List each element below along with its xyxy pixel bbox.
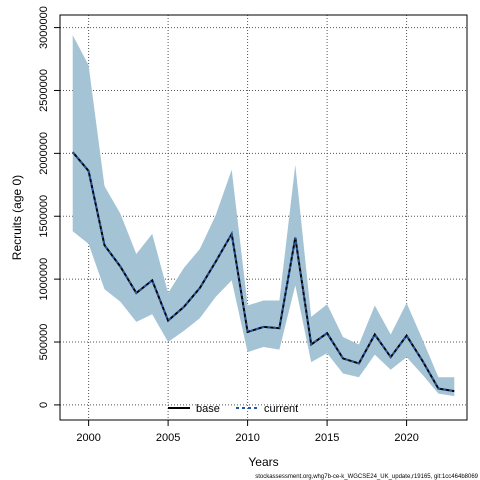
series-line-current xyxy=(71,151,455,393)
x-axis: 2000 2005 2010 2015 2020 xyxy=(76,420,419,444)
x-axis-title: Years xyxy=(248,455,278,469)
footer-source-text: stockassessment.org,whg7b-ce-k_WGCSE24_U… xyxy=(255,474,478,480)
y-tick-label: 0 xyxy=(38,402,50,408)
y-axis: 0 500000 1000000 1500000 2000000 2500000 30000… xyxy=(38,6,60,408)
legend-label-current: current xyxy=(264,403,298,415)
y-tick-label: 2500000 xyxy=(38,69,50,112)
x-tick-label: 2000 xyxy=(76,432,100,444)
x-tick-label: 2005 xyxy=(156,432,180,444)
x-tick-label: 2015 xyxy=(315,432,339,444)
y-axis-title: Recruits (age 0) xyxy=(10,175,24,260)
plot-frame xyxy=(59,14,468,421)
legend-label-base: base xyxy=(196,403,220,415)
y-tick-label: 3000000 xyxy=(38,6,50,49)
y-tick-label: 500000 xyxy=(38,324,50,361)
y-tick-label: 1000000 xyxy=(38,258,50,301)
y-tick-label: 2000000 xyxy=(38,132,50,175)
x-tick-label: 2020 xyxy=(394,432,418,444)
x-tick-label: 2010 xyxy=(235,432,259,444)
y-tick-label: 1500000 xyxy=(38,195,50,238)
legend: base current xyxy=(168,403,298,415)
confidence-band xyxy=(72,35,455,397)
